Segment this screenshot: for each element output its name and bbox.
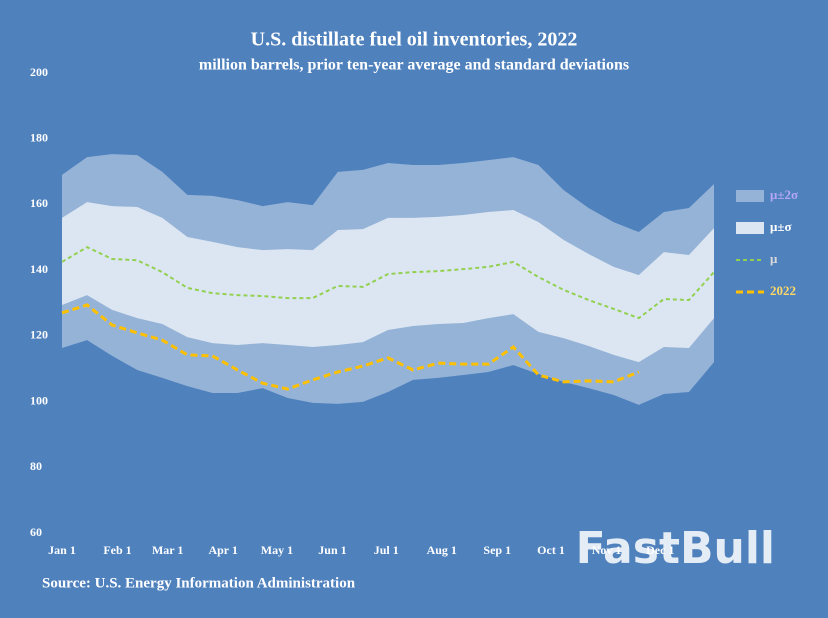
x-tick-label: Feb 1 [103,543,131,557]
y-tick-label: 60 [30,525,42,539]
source-note: Source: U.S. Energy Information Administ… [42,575,356,591]
band-area [62,202,714,363]
legend-label: 2022 [770,283,796,298]
x-tick-label: Nov 1 [592,543,622,557]
x-tick-label: Apr 1 [208,543,237,557]
y-tick-label: 80 [30,459,42,473]
legend-label: μ±2σ [770,187,798,202]
y-tick-label: 100 [30,393,48,407]
chart-title: U.S. distillate fuel oil inventories, 20… [251,29,578,51]
x-tick-label: May 1 [261,543,293,557]
y-tick-label: 120 [30,328,48,342]
y-tick-label: 180 [30,130,48,144]
line [61,246,715,320]
x-tick-label: Sep 1 [483,543,511,557]
x-tick-label: Aug 1 [427,543,457,557]
legend-swatch [736,190,764,202]
y-tick-label: 200 [30,65,48,79]
chart-subtitle: million barrels, prior ten-year average … [199,57,629,74]
legend-label: μ [770,251,778,266]
legend-label: μ±σ [770,219,792,234]
x-tick-label: Oct 1 [537,543,565,557]
x-tick-label: Mar 1 [152,543,183,557]
y-tick-label: 140 [30,262,48,276]
x-tick-label: Jun 1 [318,543,346,557]
y-tick-label: 160 [30,196,48,210]
watermark: FastBull [576,523,775,574]
x-tick-label: Jul 1 [374,543,399,557]
line [61,303,640,391]
legend-swatch [736,222,764,234]
x-tick-label: Dec 1 [646,543,674,557]
x-tick-label: Jan 1 [48,543,76,557]
